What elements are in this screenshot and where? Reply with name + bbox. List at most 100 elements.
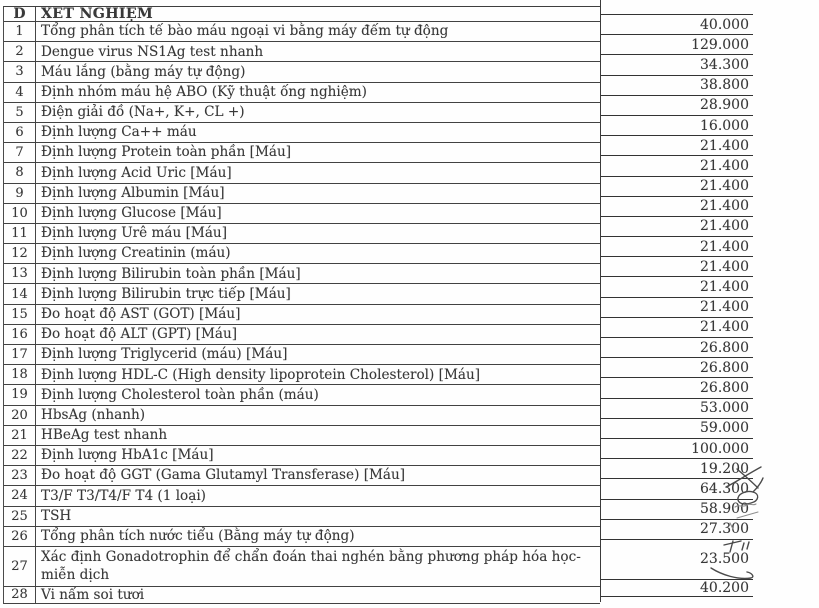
row-number-cell: 20 bbox=[4, 405, 36, 425]
price-cell: 26.800 bbox=[601, 358, 753, 379]
row-number-cell: 15 bbox=[4, 304, 36, 324]
test-name-cell: Định lượng HDL-C (High density lipoprote… bbox=[41, 366, 481, 383]
test-name-cell: Định lượng Creatinin (máu) bbox=[41, 245, 231, 262]
row-number-cell: 28 bbox=[4, 586, 36, 603]
test-name-cell: Tổng phân tích nước tiểu (Bằng máy tự độ… bbox=[41, 528, 355, 545]
table-row: 25 TSH bbox=[4, 506, 600, 527]
row-number-cell: 14 bbox=[4, 284, 36, 304]
price-column-region: 40.000 129.000 34.300 38.800 28.900 16.000 21.… bbox=[601, 0, 753, 597]
price-cell: 21.400 bbox=[601, 257, 753, 278]
table-row: 6 Định lượng Ca++ máu bbox=[4, 122, 600, 144]
test-name-cell: Tổng phân tích tế bào máu ngoại vi bằng … bbox=[41, 23, 449, 40]
row-number-cell: 17 bbox=[4, 345, 36, 365]
table-row: 15 Đo hoạt độ AST (GOT) [Máu] bbox=[4, 304, 600, 325]
header-test-name: XÉT NGHIỆM bbox=[41, 7, 153, 21]
test-name-cell: Định lượng Bilirubin toàn phần [Máu] bbox=[41, 265, 301, 282]
test-name-cell: Đo hoạt độ GGT (Gama Glutamyl Transferas… bbox=[41, 467, 406, 484]
table-row: 17 Định lượng Triglycerid (máu) [Máu] bbox=[4, 345, 600, 366]
test-name-cell: HbsAg (nhanh) bbox=[41, 406, 146, 423]
name-columns-region: D XÉT NGHIỆM 1 Tổng phân tích tế bào máu… bbox=[3, 6, 600, 604]
price-cell: 21.400 bbox=[601, 298, 753, 318]
row-number-cell: 19 bbox=[4, 385, 36, 405]
price-cell: 26.800 bbox=[601, 338, 753, 359]
test-name-cell: Định lượng Ca++ máu bbox=[41, 124, 197, 141]
test-name-cell: TSH bbox=[41, 507, 72, 524]
test-name-cell: Định nhóm máu hệ ABO (Kỹ thuật ống nghiệ… bbox=[41, 83, 367, 100]
header-price bbox=[601, 0, 753, 15]
test-name-cell: Dengue virus NS1Ag test nhanh bbox=[41, 43, 264, 60]
table-row: 28 Vi nấm soi tươi bbox=[4, 586, 600, 604]
test-name-cell: Máu lắng (bằng máy tự động) bbox=[41, 63, 246, 80]
table-row: 13 Định lượng Bilirubin toàn phần [Máu] bbox=[4, 264, 600, 285]
row-number-cell: 3 bbox=[4, 62, 36, 82]
row-number-cell: 12 bbox=[4, 244, 36, 264]
table-row: 27 Xác định Gonadotrophin để chẩn đoán t… bbox=[4, 546, 600, 587]
table-row: 5 Điện giải đồ (Na+, K+, CL +) bbox=[4, 102, 600, 123]
row-number-cell: 5 bbox=[4, 102, 36, 122]
test-name-cell: Định lượng Cholesterol toàn phần (máu) bbox=[41, 386, 319, 403]
price-cell: 21.400 bbox=[601, 136, 753, 157]
test-name-cell: Định lượng Urê máu [Máu] bbox=[41, 225, 227, 242]
test-name-cell: Định lượng Triglycerid (máu) [Máu] bbox=[41, 346, 288, 363]
row-number-cell: 10 bbox=[4, 203, 36, 223]
row-number-cell: 4 bbox=[4, 82, 36, 102]
row-number-cell: 21 bbox=[4, 425, 36, 445]
row-number-cell: 26 bbox=[4, 526, 36, 546]
price-cell: 21.400 bbox=[601, 156, 753, 177]
row-number-cell: 7 bbox=[4, 143, 36, 163]
table-row: 14 Định lượng Bilirubin trực tiếp [Máu] bbox=[4, 284, 600, 305]
row-number-cell: 25 bbox=[4, 506, 36, 526]
price-cell: 23.500 bbox=[601, 540, 753, 580]
row-number-cell: 11 bbox=[4, 223, 36, 244]
test-name-cell: HBeAg test nhanh bbox=[41, 427, 168, 444]
price-cell: 21.400 bbox=[601, 197, 753, 217]
price-cell: 129.000 bbox=[601, 35, 753, 56]
table-row: 8 Định lượng Acid Uric [Máu] bbox=[4, 163, 600, 184]
table-row: 22 Định lượng HbA1c [Máu] bbox=[4, 445, 600, 467]
test-name-cell: T3/F T3/T4/F T4 (1 loại) bbox=[41, 487, 206, 504]
table-row: 11 Định lượng Urê máu [Máu] bbox=[4, 223, 600, 245]
table-row: 24 T3/F T3/T4/F T4 (1 loại) bbox=[4, 486, 600, 507]
test-name-cell: Đo hoạt độ AST (GOT) [Máu] bbox=[41, 305, 241, 322]
row-number-cell: 23 bbox=[4, 466, 36, 486]
price-cell: 21.400 bbox=[601, 177, 753, 197]
header-no: D bbox=[4, 6, 36, 22]
row-number-cell: 16 bbox=[4, 324, 36, 344]
row-number-cell: 24 bbox=[4, 486, 36, 506]
test-name-cell: Định lượng Albumin [Máu] bbox=[41, 184, 225, 201]
row-number-cell: 18 bbox=[4, 365, 36, 385]
table-row: 12 Định lượng Creatinin (máu) bbox=[4, 244, 600, 265]
price-cell: 34.300 bbox=[601, 55, 753, 76]
row-number-cell: 8 bbox=[4, 163, 36, 183]
table-row: 21 HBeAg test nhanh bbox=[4, 425, 600, 446]
price-cell: 64.300 bbox=[601, 479, 753, 500]
price-cell: 38.800 bbox=[601, 76, 753, 96]
row-number-cell: 27 bbox=[4, 546, 36, 586]
row-number-cell: 22 bbox=[4, 445, 36, 466]
row-number-cell: 13 bbox=[4, 264, 36, 284]
table-row: 2 Dengue virus NS1Ag test nhanh bbox=[4, 42, 600, 63]
price-cell: 58.900 bbox=[601, 500, 753, 520]
table-header-row: D XÉT NGHIỆM bbox=[4, 6, 600, 22]
test-name-cell: Định lượng Acid Uric [Máu] bbox=[41, 164, 232, 181]
price-cell: 28.900 bbox=[601, 96, 753, 116]
table-row: 26 Tổng phân tích nước tiểu (Bằng máy tự… bbox=[4, 526, 600, 547]
test-name-cell: Định lượng HbA1c [Máu] bbox=[41, 447, 214, 464]
table-row: 1 Tổng phân tích tế bào máu ngoại vi bằn… bbox=[4, 22, 600, 43]
test-name-cell: Vi nấm soi tươi bbox=[41, 586, 145, 603]
price-cell: 59.000 bbox=[601, 419, 753, 439]
price-cell: 100.000 bbox=[601, 439, 753, 460]
price-column-divider bbox=[599, 0, 602, 602]
price-cell: 19.200 bbox=[601, 459, 753, 480]
table-row: 18 Định lượng HDL-C (High density lipopr… bbox=[4, 365, 600, 386]
table-row: 3 Máu lắng (bằng máy tự động) bbox=[4, 62, 600, 83]
pen-mark-loop-64300-tail bbox=[752, 477, 764, 493]
price-column-body: 40.000 129.000 34.300 38.800 28.900 16.000 21.… bbox=[601, 15, 753, 597]
table-body: 1 Tổng phân tích tế bào máu ngoại vi bằn… bbox=[4, 22, 600, 604]
table-row: 16 Đo hoạt độ ALT (GPT) [Máu] bbox=[4, 324, 600, 345]
table-row: 10 Định lượng Glucose [Máu] bbox=[4, 203, 600, 224]
price-cell: 40.200 bbox=[601, 580, 753, 597]
row-number-cell: 2 bbox=[4, 42, 36, 62]
test-name-cell: Định lượng Protein toàn phần [Máu] bbox=[41, 144, 292, 161]
